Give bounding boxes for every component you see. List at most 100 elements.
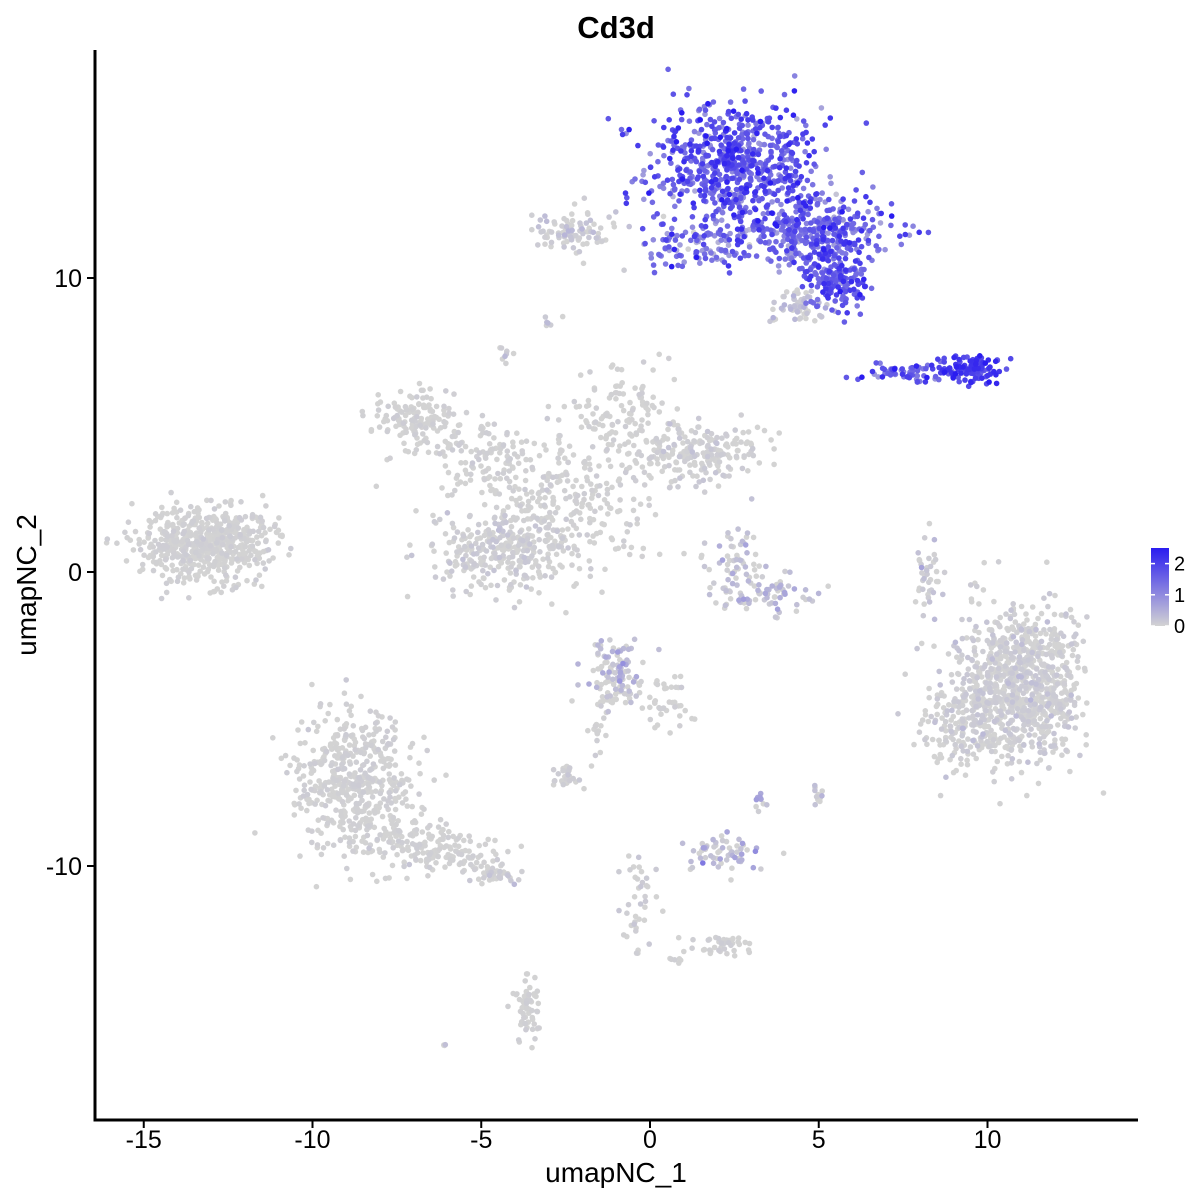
cell-point xyxy=(686,85,692,92)
cell-point xyxy=(646,941,652,947)
cell-point xyxy=(413,447,420,453)
cell-point xyxy=(208,574,214,580)
cell-point xyxy=(753,796,760,803)
cell-point xyxy=(1035,653,1041,660)
cell-point xyxy=(659,400,665,406)
cell-point xyxy=(1029,744,1036,750)
cell-point xyxy=(510,350,517,357)
cell-point xyxy=(179,538,185,545)
cell-point xyxy=(648,460,654,467)
cell-point xyxy=(332,744,339,751)
cell-point xyxy=(170,528,177,534)
cell-point xyxy=(945,651,952,657)
cell-point xyxy=(581,195,588,201)
cell-point xyxy=(780,850,787,857)
cell-point xyxy=(669,451,675,457)
cell-point xyxy=(1043,651,1049,658)
cell-point xyxy=(462,480,469,487)
cell-point xyxy=(1029,692,1035,698)
cell-point xyxy=(618,402,625,409)
cell-point xyxy=(704,428,711,435)
cell-point xyxy=(745,578,752,584)
cell-point xyxy=(1018,626,1025,632)
cell-point xyxy=(454,549,460,555)
cell-point xyxy=(568,222,575,229)
cell-point xyxy=(639,464,646,470)
cell-point xyxy=(977,688,983,694)
cell-point xyxy=(495,527,502,533)
cell-point xyxy=(346,771,353,777)
cell-point xyxy=(211,578,217,585)
cell-point xyxy=(431,777,438,783)
cell-point xyxy=(458,860,464,866)
cell-point xyxy=(341,853,348,859)
cell-point xyxy=(129,500,135,507)
cell-point xyxy=(613,209,619,215)
cell-point xyxy=(544,555,551,561)
cell-point xyxy=(352,827,359,834)
cell-point xyxy=(499,547,506,553)
cell-point xyxy=(988,713,994,720)
cell-point xyxy=(270,735,276,741)
cell-point xyxy=(1075,664,1081,671)
cell-point xyxy=(372,788,379,794)
cell-point xyxy=(362,840,369,846)
cell-point xyxy=(759,574,766,580)
cell-point xyxy=(1048,713,1054,719)
cell-point xyxy=(590,229,597,236)
cell-point xyxy=(566,765,573,771)
cell-point xyxy=(1013,639,1019,645)
cell-point xyxy=(427,408,434,414)
cell-point xyxy=(1045,728,1052,735)
cell-point xyxy=(695,415,702,422)
cell-point xyxy=(440,832,447,839)
cell-point xyxy=(497,475,504,482)
cell-point xyxy=(164,544,170,550)
cell-point xyxy=(1035,676,1042,683)
cell-point xyxy=(348,732,354,739)
cell-point xyxy=(364,816,370,823)
cell-point xyxy=(617,443,623,449)
cell-point xyxy=(348,703,355,710)
cell-point xyxy=(967,744,974,750)
cell-point xyxy=(379,738,386,745)
cell-point xyxy=(346,742,353,748)
cell-point xyxy=(633,928,639,934)
cell-point xyxy=(358,749,364,756)
cell-point xyxy=(918,640,925,647)
cell-point xyxy=(493,597,499,603)
cell-point xyxy=(746,949,753,956)
cell-point xyxy=(564,478,571,484)
cell-point xyxy=(666,355,672,362)
cell-point xyxy=(713,600,719,606)
cell-point xyxy=(311,719,317,726)
cell-point xyxy=(371,824,378,831)
cell-point xyxy=(291,812,298,818)
cell-point xyxy=(339,754,346,761)
cell-point xyxy=(511,451,518,457)
cell-point xyxy=(728,535,734,542)
cell-point xyxy=(956,738,962,744)
cell-point xyxy=(727,99,734,105)
cell-point xyxy=(974,712,981,718)
cell-point xyxy=(462,459,469,466)
cell-point xyxy=(490,544,496,550)
cell-point xyxy=(665,444,672,451)
cell-point xyxy=(207,590,213,596)
cell-point xyxy=(772,614,779,620)
cell-point xyxy=(603,412,609,418)
cell-point xyxy=(621,690,628,697)
cell-point xyxy=(158,552,165,559)
cell-point xyxy=(517,1008,524,1015)
cell-point xyxy=(668,684,675,690)
cell-point xyxy=(984,699,990,706)
cell-point xyxy=(742,564,749,570)
cell-point xyxy=(552,509,559,516)
cell-point xyxy=(1037,630,1044,637)
cell-point xyxy=(970,722,977,728)
cell-point xyxy=(782,568,788,575)
cell-point xyxy=(491,567,497,574)
cell-point xyxy=(191,508,198,515)
cell-point xyxy=(359,408,366,415)
cell-point xyxy=(583,403,590,410)
